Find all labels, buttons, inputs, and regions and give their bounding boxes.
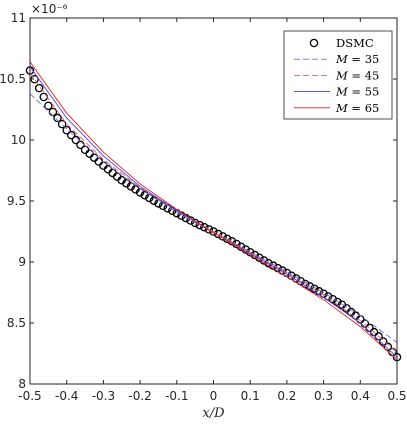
data-point-dsmc [167,206,177,216]
legend-label-text: = 65 [348,101,380,115]
data-point-dsmc [333,297,342,307]
legend-entry: M = 55 [294,85,379,99]
y-tick-label: 10.5 [0,72,26,86]
legend-entry: DSMC [309,36,374,50]
legend-entry: M = 65 [294,101,379,115]
x-tick-label: -0.2 [128,389,151,403]
series-m-65-line [29,61,398,360]
data-point-dsmc [34,83,44,93]
legend-label-text: = 55 [348,85,380,99]
x-tick-label: 0.5 [387,389,406,403]
series-m-35-line [29,93,398,343]
legend-label-text: = 35 [348,52,380,66]
y-tick-label: 10 [11,133,26,147]
x-tick-label: -0.5 [18,389,41,403]
y-tick-label: 8 [18,377,26,391]
data-point-dsmc [149,196,159,205]
data-point-dsmc [204,225,214,234]
legend-label-variable: M [335,101,349,115]
data-point-dsmc [44,101,53,111]
y-axis: 8 8.5 9 9.5 10 10.5 11 [0,11,397,391]
legend-entry: M = 45 [294,68,379,82]
legend-label-text: = 45 [348,68,380,82]
data-point-dsmc [154,199,163,208]
plot-area [25,61,402,362]
legend-label: M = 35 [335,52,379,66]
legend-label: M = 45 [335,68,379,82]
legend-label-variable: M [335,85,349,99]
data-point-dsmc [158,201,168,211]
x-tick-label: 0.1 [241,389,260,403]
y-axis-multiplier: ×10⁻⁶ [31,2,68,16]
series-m-45-line [29,72,398,353]
y-tick-label: 8.5 [7,316,26,330]
data-point-dsmc [67,130,76,140]
data-point-dsmc [273,263,282,273]
legend-label: M = 65 [335,101,379,115]
x-tick-label: 0.4 [351,389,370,403]
y-tick-label: 9.5 [7,194,26,208]
data-point-dsmc [62,125,71,135]
x-axis: -0.5 -0.4 -0.3 -0.2 -0.1 0 0.1 0.2 0.3 0.4 0.5 [18,18,407,403]
data-point-dsmc [195,220,204,230]
data-point-dsmc [57,119,67,129]
x-tick-label: -0.3 [92,389,115,403]
legend-marker [309,38,319,48]
x-tick-label: -0.1 [165,389,188,403]
legend-label: M = 55 [335,85,379,99]
y-tick-label: 9 [18,255,26,269]
x-tick-label: 0 [210,389,218,403]
y-tick-label: 11 [11,11,26,25]
legend-label-variable: M [335,52,349,66]
data-point-dsmc [268,261,278,270]
legend-label-variable: M [335,68,349,82]
data-point-dsmc [200,222,209,232]
legend-label: DSMC [336,36,374,50]
data-point-dsmc [53,113,62,123]
data-point-dsmc [383,342,393,352]
legend-entry: M = 35 [294,52,379,66]
x-tick-label: 0.3 [314,389,333,403]
data-point-dsmc [213,229,223,239]
x-tick-label: -0.4 [55,389,78,403]
data-point-dsmc [140,190,149,200]
data-point-dsmc [209,227,218,236]
legend-label-text: DSMC [336,36,374,50]
x-tick-label: 0.2 [277,389,296,403]
legend-box [283,30,393,120]
x-axis-title: x/D [202,406,225,421]
